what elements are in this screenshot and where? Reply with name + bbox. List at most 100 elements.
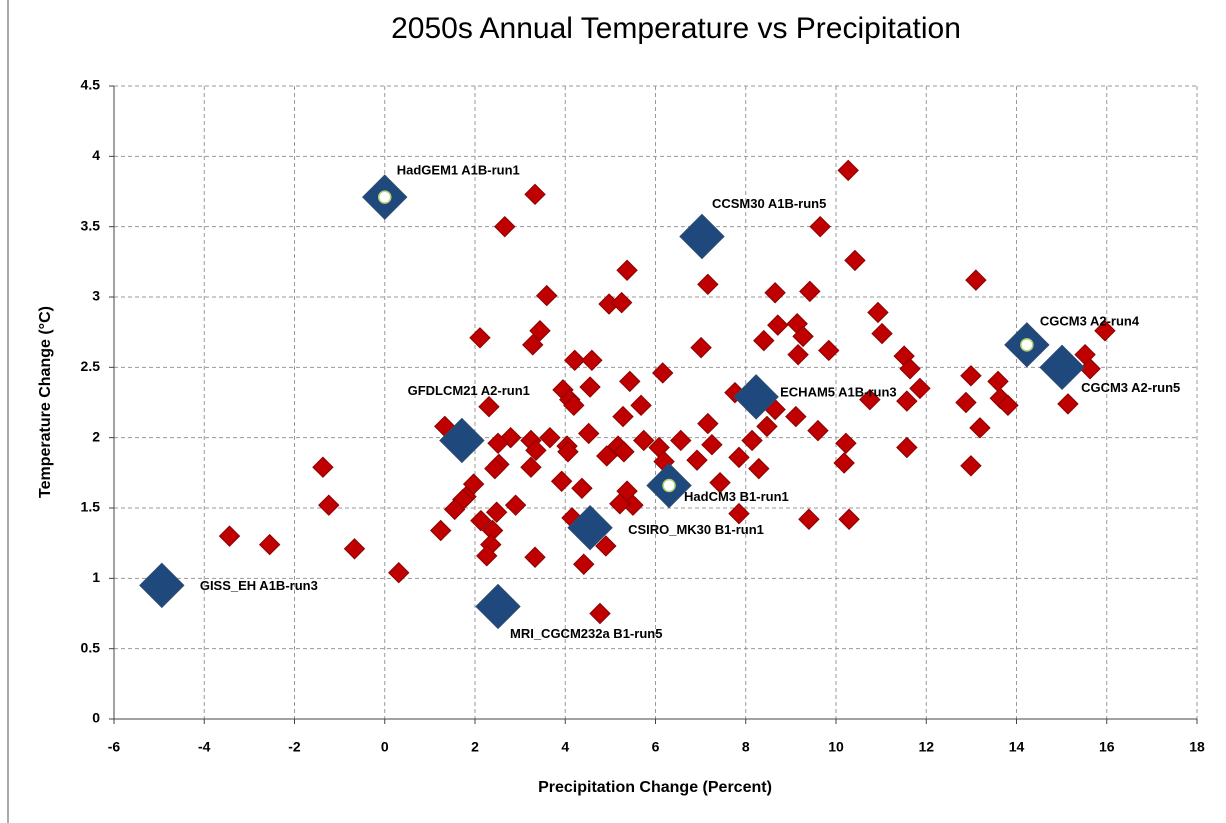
y-tick-label: 4 xyxy=(92,147,100,163)
x-tick-label: 14 xyxy=(1009,739,1025,755)
point xyxy=(787,343,809,366)
inner-dot xyxy=(378,190,392,204)
point xyxy=(469,327,491,349)
point xyxy=(792,325,814,348)
point xyxy=(807,419,829,442)
point xyxy=(652,362,674,384)
x-tick-label: 12 xyxy=(918,739,934,755)
point xyxy=(616,259,638,281)
point xyxy=(550,470,573,492)
point xyxy=(571,477,593,500)
point xyxy=(258,533,281,556)
point xyxy=(522,334,544,356)
point xyxy=(867,301,889,324)
x-tick-label: -2 xyxy=(288,739,301,755)
point xyxy=(470,509,492,532)
point xyxy=(563,394,585,417)
point xyxy=(955,391,977,414)
point xyxy=(529,320,551,342)
point xyxy=(613,441,635,463)
point xyxy=(701,433,723,456)
point xyxy=(619,370,641,393)
point xyxy=(844,249,866,272)
point xyxy=(753,329,775,352)
x-tick-label: -4 xyxy=(198,739,211,755)
y-tick-label: 0 xyxy=(92,710,100,726)
y-tick-label: 1 xyxy=(92,569,100,585)
point xyxy=(630,394,652,417)
x-tick-label: 6 xyxy=(652,739,660,755)
x-tick-label: 18 xyxy=(1189,739,1205,755)
point-label: ECHAM5 A1B-run3 xyxy=(780,384,897,399)
point xyxy=(741,429,763,452)
point-label: MRI_CGCM232a B1-run5 xyxy=(510,626,662,641)
point xyxy=(218,525,241,547)
x-tick-label: 10 xyxy=(828,739,844,755)
point xyxy=(960,365,982,387)
point xyxy=(525,439,547,462)
point xyxy=(478,396,500,418)
point xyxy=(859,388,881,411)
point xyxy=(670,429,692,452)
point xyxy=(799,280,821,303)
point xyxy=(494,215,516,238)
point xyxy=(610,291,633,314)
model-marker xyxy=(679,213,725,260)
y-tick-label: 4.5 xyxy=(81,77,101,93)
point xyxy=(767,314,789,336)
point xyxy=(524,183,546,206)
point xyxy=(896,390,918,412)
point xyxy=(798,508,820,530)
point xyxy=(312,456,334,478)
point-label: CSIRO_MK30 B1-run1 xyxy=(628,522,764,537)
point-label: HadGEM1 A1B-run1 xyxy=(397,163,520,178)
point xyxy=(443,498,466,521)
point xyxy=(690,336,712,359)
point xyxy=(557,441,579,463)
point xyxy=(612,405,634,428)
point xyxy=(748,457,770,480)
point xyxy=(609,493,631,515)
point xyxy=(581,349,603,372)
x-tick-label: 0 xyxy=(381,739,389,755)
inner-dot xyxy=(662,478,676,493)
model-marker xyxy=(733,374,779,420)
point xyxy=(785,405,807,428)
point xyxy=(485,501,508,523)
point xyxy=(728,502,750,525)
y-tick-label: 3 xyxy=(92,288,100,304)
point xyxy=(596,445,618,467)
x-tick-label: 8 xyxy=(742,739,750,755)
y-axis-title: Temperature Change (°C) xyxy=(37,306,54,498)
point xyxy=(896,436,918,459)
point xyxy=(809,215,831,238)
y-tick-label: 1.5 xyxy=(81,499,101,515)
x-tick-label: 4 xyxy=(561,739,569,755)
point xyxy=(536,284,558,307)
point-label: GFDLCM21 A2-run1 xyxy=(408,383,530,398)
point-label: GISS_EH A1B-run3 xyxy=(200,578,318,593)
point xyxy=(833,452,855,474)
point xyxy=(388,561,410,584)
point xyxy=(539,426,561,449)
point xyxy=(871,322,893,345)
model-marker xyxy=(567,504,613,551)
point-label: CGCM3 A2-run5 xyxy=(1081,380,1180,395)
point xyxy=(909,377,931,400)
point xyxy=(520,456,542,478)
point xyxy=(686,449,708,471)
point xyxy=(697,412,719,435)
point-label: CGCM3 A2-run4 xyxy=(1040,313,1140,328)
point xyxy=(728,446,750,469)
model-marker xyxy=(439,417,485,464)
x-tick-label: 2 xyxy=(471,739,479,755)
x-tick-label: -6 xyxy=(108,739,121,755)
point xyxy=(709,471,731,494)
point xyxy=(578,422,600,445)
point xyxy=(524,546,546,568)
x-axis-title: Precipitation Change (Percent) xyxy=(538,779,772,796)
point xyxy=(837,159,859,182)
point xyxy=(484,457,506,480)
point xyxy=(960,455,982,477)
